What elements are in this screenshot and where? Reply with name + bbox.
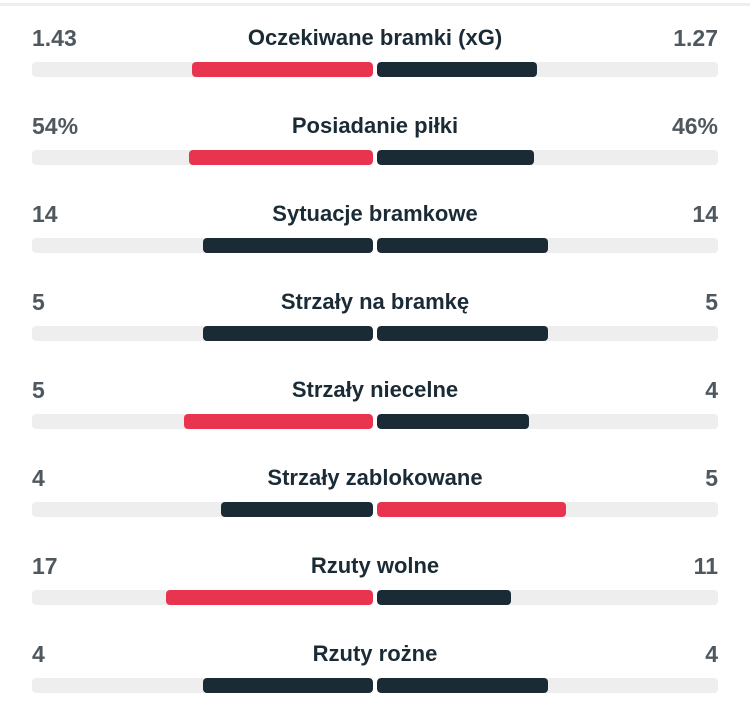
home-bar-fill bbox=[202, 326, 373, 341]
home-value: 14 bbox=[32, 201, 58, 227]
away-value: 11 bbox=[693, 553, 718, 579]
home-value: 4 bbox=[32, 641, 45, 667]
away-bar-track bbox=[377, 326, 718, 341]
stat-row: 4 Strzały zablokowane 5 bbox=[32, 464, 718, 524]
top-divider bbox=[0, 3, 750, 6]
away-bar-track bbox=[377, 502, 718, 517]
away-bar-fill bbox=[377, 678, 548, 693]
home-bar-track bbox=[32, 590, 373, 605]
home-bar-fill bbox=[192, 62, 373, 77]
stat-row: 5 Strzały niecelne 4 bbox=[32, 376, 718, 436]
home-value: 17 bbox=[32, 553, 58, 579]
home-bar-fill bbox=[165, 590, 373, 605]
away-value: 46% bbox=[671, 113, 718, 139]
away-bar-fill bbox=[377, 62, 538, 77]
away-value: 14 bbox=[692, 201, 718, 227]
home-bar-track bbox=[32, 150, 373, 165]
home-value: 54% bbox=[32, 113, 79, 139]
stat-label: Strzały niecelne bbox=[291, 377, 459, 402]
away-bar-fill bbox=[377, 414, 529, 429]
home-bar-fill bbox=[188, 150, 373, 165]
home-bar-track bbox=[32, 678, 373, 693]
home-bar-fill bbox=[221, 502, 373, 517]
stat-row: 1.43 Oczekiwane bramki (xG) 1.27 bbox=[32, 24, 718, 84]
home-bar-fill bbox=[202, 678, 373, 693]
stat-label: Posiadanie piłki bbox=[291, 113, 459, 138]
stat-row: 4 Rzuty rożne 4 bbox=[32, 640, 718, 700]
away-bar-fill bbox=[377, 150, 534, 165]
stat-row: 14 Sytuacje bramkowe 14 bbox=[32, 200, 718, 260]
stat-row: 17 Rzuty wolne 11 bbox=[32, 552, 718, 612]
home-bar-track bbox=[32, 502, 373, 517]
away-bar-fill bbox=[377, 590, 511, 605]
stat-label: Sytuacje bramkowe bbox=[272, 201, 478, 226]
away-bar-track bbox=[377, 150, 718, 165]
home-value: 5 bbox=[32, 377, 45, 403]
home-bar-track bbox=[32, 326, 373, 341]
away-value: 5 bbox=[705, 289, 718, 315]
away-bar-fill bbox=[377, 326, 548, 341]
away-bar-track bbox=[377, 590, 718, 605]
away-bar-fill bbox=[377, 502, 567, 517]
away-value: 4 bbox=[705, 641, 718, 667]
home-bar-track bbox=[32, 62, 373, 77]
away-bar-track bbox=[377, 62, 718, 77]
away-value: 1.27 bbox=[673, 25, 718, 51]
stat-row: 54% Posiadanie piłki 46% bbox=[32, 112, 718, 172]
home-value: 4 bbox=[32, 465, 45, 491]
stat-label: Rzuty rożne bbox=[312, 641, 438, 666]
away-bar-fill bbox=[377, 238, 548, 253]
stat-label: Strzały zablokowane bbox=[267, 465, 483, 490]
away-bar-track bbox=[377, 678, 718, 693]
stat-row: 5 Strzały na bramkę 5 bbox=[32, 288, 718, 348]
home-bar-track bbox=[32, 414, 373, 429]
home-bar-fill bbox=[202, 238, 373, 253]
home-bar-fill bbox=[183, 414, 373, 429]
home-bar-track bbox=[32, 238, 373, 253]
away-value: 4 bbox=[705, 377, 718, 403]
home-value: 5 bbox=[32, 289, 45, 315]
stat-label: Rzuty wolne bbox=[310, 553, 440, 578]
away-bar-track bbox=[377, 238, 718, 253]
stat-label: Strzały na bramkę bbox=[280, 289, 470, 314]
stat-label: Oczekiwane bramki (xG) bbox=[247, 25, 503, 50]
away-value: 5 bbox=[705, 465, 718, 491]
away-bar-track bbox=[377, 414, 718, 429]
home-value: 1.43 bbox=[32, 25, 77, 51]
